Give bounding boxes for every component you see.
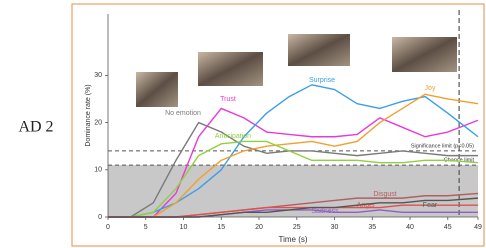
ad-label: AD 2 bbox=[18, 119, 53, 136]
x-tick-label: 45 bbox=[444, 224, 452, 231]
panel: AD 2 0 10 20 30 0 5 10 15 20 25 30 35 40 45 49 Time (s)… bbox=[0, 0, 486, 248]
y-tick-label: 10 bbox=[94, 167, 102, 174]
series-label: No emotion bbox=[165, 110, 201, 117]
series-label: Fear bbox=[423, 202, 438, 209]
thumbnail bbox=[288, 34, 350, 66]
y-tick-label: 30 bbox=[94, 72, 102, 79]
reference-label: Significance limit (p<0.05) bbox=[411, 143, 474, 149]
series-label: Surprise bbox=[309, 77, 335, 84]
x-tick-label: 0 bbox=[106, 224, 110, 231]
x-tick-label: 5 bbox=[144, 224, 148, 231]
series-label: Joy bbox=[425, 85, 436, 92]
y-axis-label: Dominance rate (%) bbox=[85, 84, 92, 146]
x-tick-label: 10 bbox=[180, 224, 188, 231]
x-tick-label: 25 bbox=[293, 224, 301, 231]
x-axis-label: Time (s) bbox=[278, 235, 307, 244]
thumbnail bbox=[392, 37, 457, 72]
y-tick-label: 20 bbox=[94, 119, 102, 126]
x-tick-label: 35 bbox=[368, 224, 376, 231]
series-label: Disgust bbox=[373, 191, 396, 198]
series-label: Sadness bbox=[311, 208, 339, 215]
series-label: Anticipation bbox=[215, 133, 251, 140]
y-tick-label: 0 bbox=[98, 214, 102, 221]
x-tick-label: 30 bbox=[331, 224, 339, 231]
x-tick-label: 20 bbox=[255, 224, 263, 231]
thumbnail bbox=[136, 72, 178, 107]
thumbnail bbox=[198, 52, 263, 86]
series-label: Trust bbox=[220, 96, 236, 103]
x-tick-label: 49 bbox=[474, 224, 482, 231]
x-tick-label: 15 bbox=[217, 224, 225, 231]
x-tick-label: 40 bbox=[406, 224, 414, 231]
